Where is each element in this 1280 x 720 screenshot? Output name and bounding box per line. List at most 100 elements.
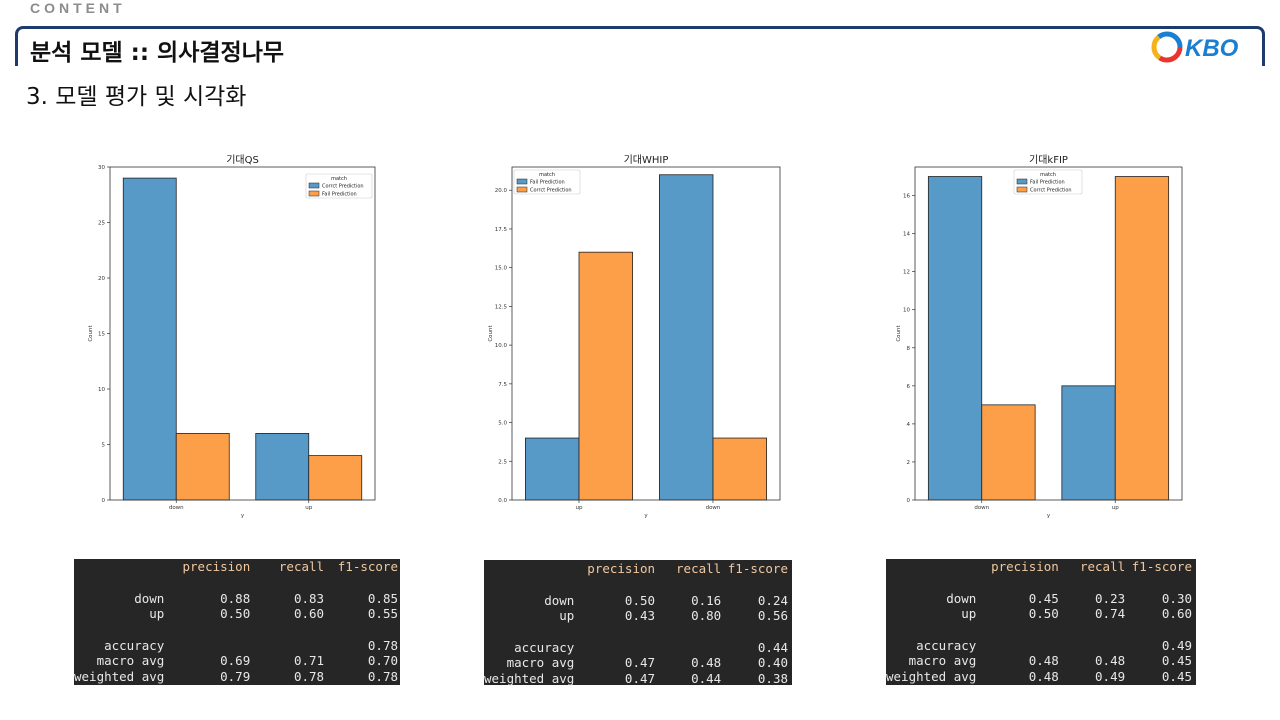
x-axis-label: y xyxy=(644,513,648,519)
report-header: recall xyxy=(1079,559,1126,574)
y-tick-label: 15 xyxy=(98,332,105,338)
bar-down-orange xyxy=(981,404,1036,501)
chart-title: 기대QS xyxy=(226,154,259,166)
report-row: down 0.50 0.16 0.24 xyxy=(544,592,788,608)
report-whip: precision recall f1-score down 0.50 0.16 0.24… xyxy=(484,560,792,686)
y-tick-label: 20 xyxy=(98,276,105,282)
y-tick-label: 16 xyxy=(903,194,910,200)
section-tag: CONTENT xyxy=(30,0,126,16)
report-header: precision xyxy=(991,559,1059,574)
legend-swatch xyxy=(308,182,320,189)
title-frame xyxy=(15,26,1265,66)
bar-up-orange xyxy=(308,455,363,501)
x-axis-label: y xyxy=(1047,513,1051,519)
y-tick-label: 25 xyxy=(98,221,105,227)
y-tick-label: 2 xyxy=(907,460,911,466)
legend-swatch xyxy=(308,190,320,197)
legend-label: Fail Prediction xyxy=(322,192,357,198)
legend-label: Fail Prediction xyxy=(1030,180,1065,186)
bar-down-orange xyxy=(712,437,767,501)
report-header: f1-score xyxy=(727,561,788,576)
report-row: down 0.45 0.23 0.30 xyxy=(946,590,1192,606)
y-tick-label: 14 xyxy=(903,232,910,238)
chart-kfip: 기대kFIP 0 2 4 6 8 10 12 14 16 down up y Count match Fail… xyxy=(896,154,1183,519)
legend-box xyxy=(513,169,581,195)
report-header: recall xyxy=(676,561,722,576)
x-tick-label: up xyxy=(305,505,312,511)
report-row: macro avg 0.47 0.48 0.40 xyxy=(506,655,788,670)
bar-up-blue xyxy=(255,432,310,501)
legend-label: Corrct Prediction xyxy=(322,184,364,190)
y-axis-label: Count xyxy=(896,324,902,341)
chart-qs: 기대QS 0 5 10 15 20 25 30 down up y Count match Corrct … xyxy=(88,154,376,519)
y-tick-label: 15.0 xyxy=(495,266,508,272)
y-tick-label: 2.5 xyxy=(498,459,507,465)
legend-title: match xyxy=(1040,172,1056,178)
chart-title: 기대WHIP xyxy=(624,154,669,166)
legend-box xyxy=(1013,169,1083,195)
report-qs: precision recall f1-score down 0.88 0.83 0.85… xyxy=(74,559,400,685)
report-row: weighted avg 0.79 0.78 0.78 xyxy=(74,668,398,684)
y-tick-label: 12 xyxy=(903,270,910,276)
y-tick-label: 12.5 xyxy=(495,304,508,310)
y-tick-label: 5.0 xyxy=(498,421,507,427)
bar-down-blue xyxy=(927,176,983,501)
kbo-logo-text: KBO xyxy=(1185,35,1239,62)
report-header: precision xyxy=(587,561,656,576)
y-tick-label: 30 xyxy=(98,165,105,171)
bar-up-orange xyxy=(578,251,633,501)
kbo-emblem-icon xyxy=(1151,31,1183,63)
y-tick-label: 0 xyxy=(907,498,911,504)
y-tick-label: 10 xyxy=(903,308,910,314)
bar-up-orange xyxy=(1114,176,1170,501)
x-tick-label: down xyxy=(169,505,184,511)
y-tick-label: 8 xyxy=(907,346,911,352)
report-row: accuracy 0.49 xyxy=(916,637,1192,653)
legend-swatch xyxy=(516,178,528,185)
chart-whip: 기대WHIP 0.0 2.5 5.0 7.5 10.0 12.5 15.0 17.5 20.0 up… xyxy=(488,154,781,519)
legend-title: match xyxy=(539,172,555,178)
bar-up-blue xyxy=(1061,385,1116,501)
report-row: up 0.50 0.60 0.55 xyxy=(149,606,398,621)
plot-frame xyxy=(914,166,1183,501)
y-tick-label: 0 xyxy=(102,498,106,504)
report-header: f1-score xyxy=(1131,559,1192,574)
bar-down-blue xyxy=(658,174,714,501)
report-row: down 0.88 0.83 0.85 xyxy=(134,590,398,606)
x-tick-label: down xyxy=(974,505,989,511)
legend-swatch xyxy=(1016,186,1028,193)
y-tick-label: 10.0 xyxy=(495,343,508,349)
y-tick-label: 7.5 xyxy=(498,382,507,388)
bar-down-orange xyxy=(175,432,230,501)
legend-box xyxy=(305,173,373,199)
report-row: up 0.50 0.74 0.60 xyxy=(961,606,1192,621)
report-row: accuracy 0.44 xyxy=(514,639,788,655)
y-axis-label: Count xyxy=(88,324,94,341)
report-row: up 0.43 0.80 0.56 xyxy=(559,608,788,623)
report-row: weighted avg 0.48 0.49 0.45 xyxy=(886,668,1192,684)
report-header: f1-score xyxy=(337,559,398,574)
legend-swatch xyxy=(1016,178,1028,185)
legend-label: Corrct Prediction xyxy=(1030,188,1072,194)
bar-down-blue xyxy=(122,177,177,501)
plot-frame xyxy=(511,166,781,501)
y-tick-label: 10 xyxy=(98,387,105,393)
report-row: macro avg 0.48 0.48 0.45 xyxy=(908,653,1192,668)
legend-swatch xyxy=(516,186,528,193)
x-axis-label: y xyxy=(241,513,245,519)
report-row: macro avg 0.69 0.71 0.70 xyxy=(96,653,398,668)
y-tick-label: 5 xyxy=(102,443,106,449)
legend-label: Fail Prediction xyxy=(530,180,565,186)
y-tick-label: 6 xyxy=(907,384,911,390)
x-tick-label: down xyxy=(706,505,721,511)
chart-title: 기대kFIP xyxy=(1029,154,1068,166)
report-kfip: precision recall f1-score down 0.45 0.23 0.30… xyxy=(886,559,1196,685)
x-tick-label: up xyxy=(576,505,583,511)
y-tick-label: 20.0 xyxy=(495,188,508,194)
kbo-logo: KBO xyxy=(1151,31,1239,63)
y-axis-label: Count xyxy=(488,324,494,341)
legend-label: Corrct Prediction xyxy=(530,188,572,194)
report-row: weighted avg 0.47 0.44 0.38 xyxy=(484,670,788,686)
report-header: precision xyxy=(182,559,251,574)
subtitle: 3. 모델 평가 및 시각화 xyxy=(26,84,247,110)
